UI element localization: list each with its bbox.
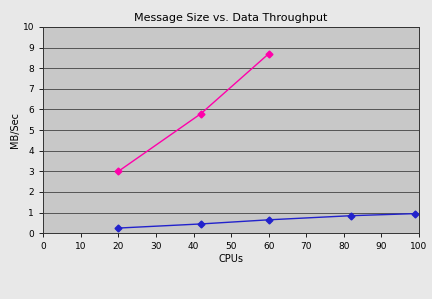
- CHAR 481: [198, 222, 203, 226]
- Title: Message Size vs. Data Throughput: Message Size vs. Data Throughput: [134, 13, 328, 23]
- Y-axis label: MB/Sec: MB/Sec: [10, 112, 20, 148]
- Line: CHAR 32k: CHAR 32k: [116, 51, 271, 174]
- X-axis label: CPUs: CPUs: [219, 254, 244, 264]
- Line: CHAR 481: CHAR 481: [116, 211, 418, 231]
- CHAR 481: [116, 226, 121, 230]
- CHAR 32k: [198, 112, 203, 115]
- CHAR 32k: [116, 170, 121, 173]
- CHAR 481: [349, 214, 354, 217]
- CHAR 32k: [266, 52, 271, 56]
- CHAR 481: [413, 212, 418, 215]
- CHAR 481: [266, 218, 271, 222]
